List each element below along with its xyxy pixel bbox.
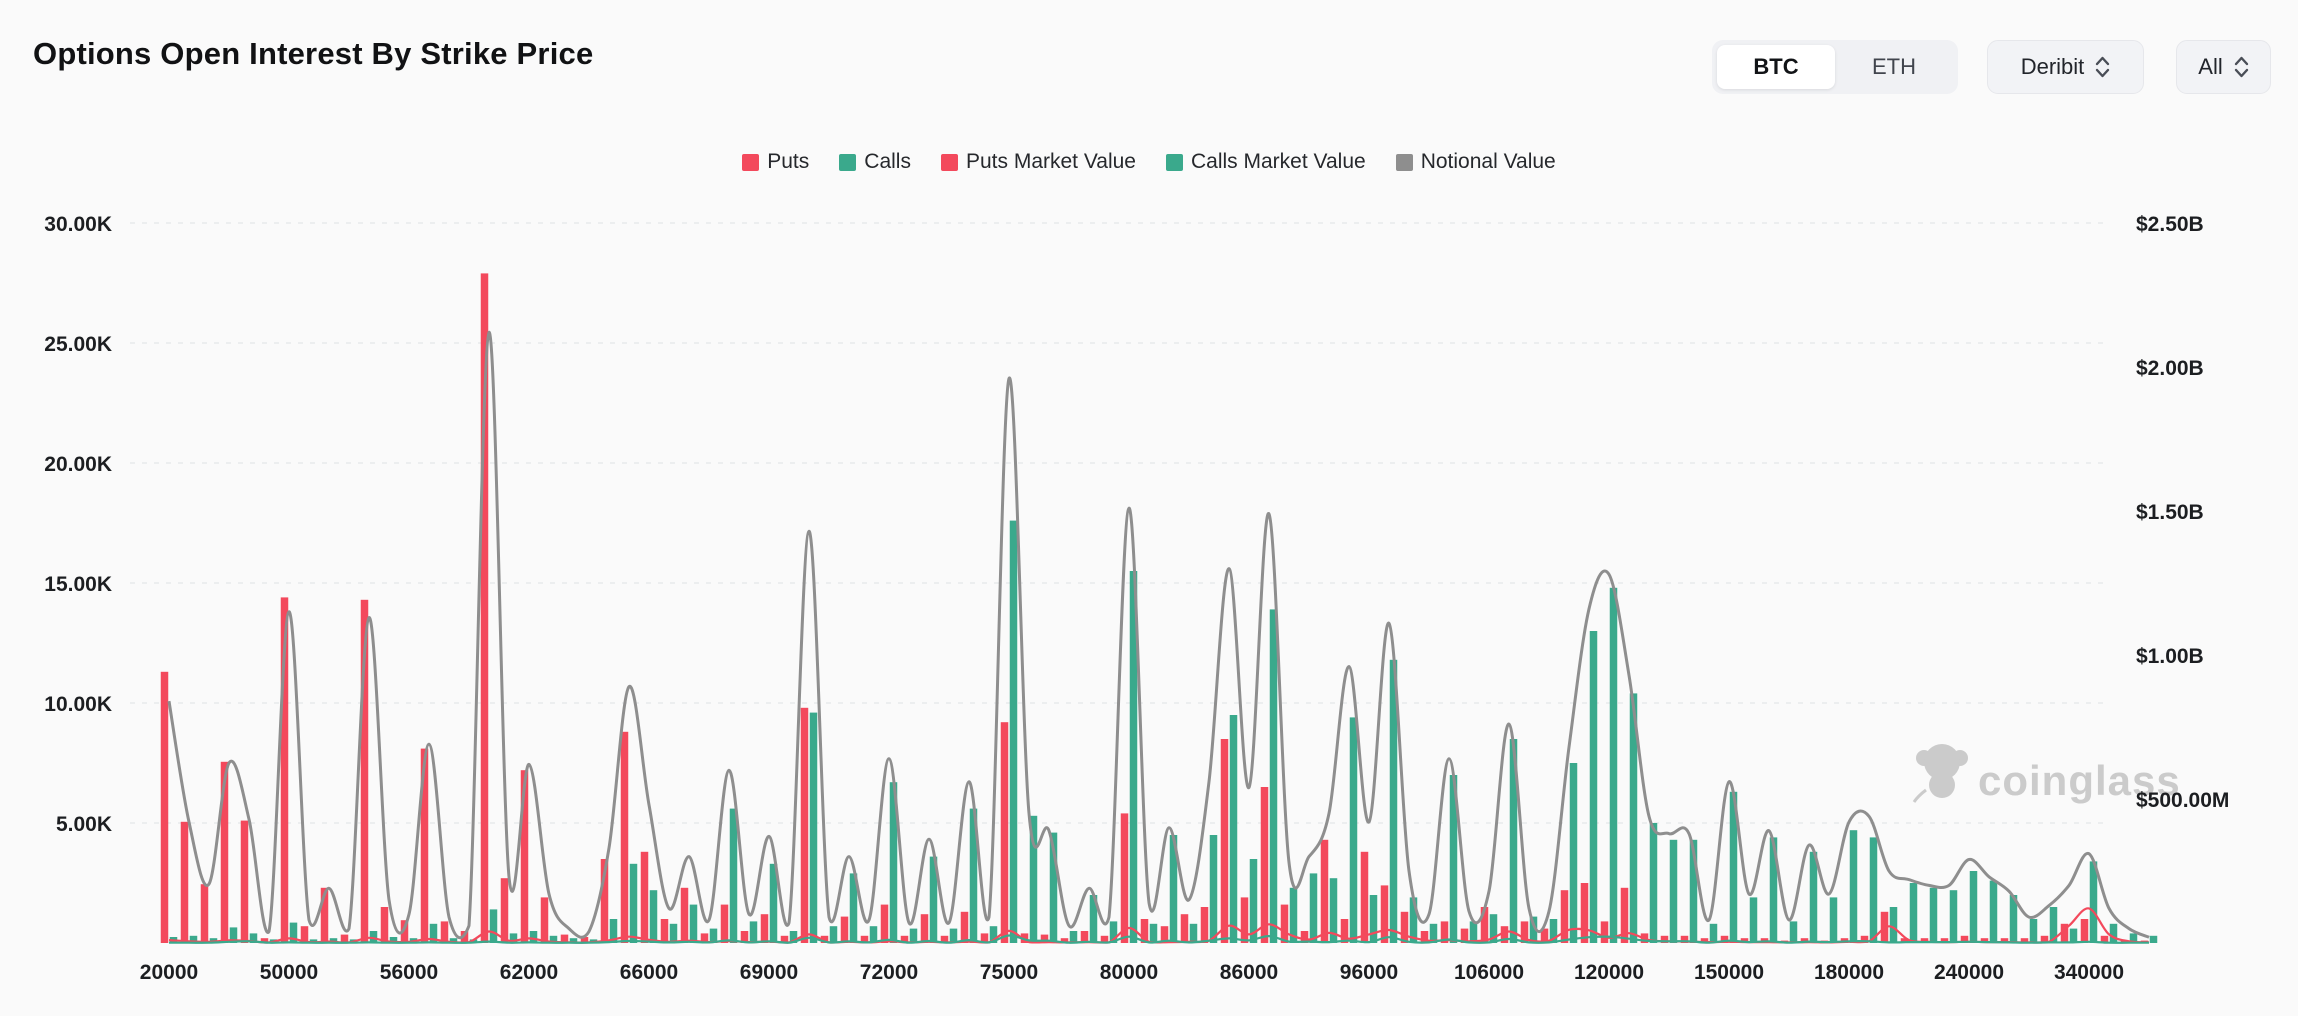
- svg-text:10.00K: 10.00K: [44, 693, 112, 716]
- svg-text:20.00K: 20.00K: [44, 453, 112, 476]
- legend-color-chip: [940, 153, 958, 171]
- chevron-up-down-icon: [2096, 56, 2110, 78]
- x-axis-labels: 20000 50000 56000 62000 66000 69000 72000 75000…: [140, 961, 2124, 984]
- asset-toggle-btc[interactable]: BTC: [1717, 45, 1835, 89]
- svg-text:86000: 86000: [1220, 961, 1278, 984]
- gridlines: [130, 222, 2106, 824]
- legend-color-chip: [742, 153, 760, 171]
- svg-text:75000: 75000: [980, 961, 1038, 984]
- svg-text:30.00K: 30.00K: [44, 213, 112, 236]
- watermark-text: coinglass: [1978, 757, 2181, 804]
- svg-text:$2.00B: $2.00B: [2136, 357, 2204, 380]
- svg-text:96000: 96000: [1340, 961, 1398, 984]
- expiry-select[interactable]: All: [2176, 40, 2271, 94]
- svg-text:$500.00M: $500.00M: [2136, 789, 2229, 812]
- legend-item-puts[interactable]: Puts: [742, 150, 809, 174]
- line-notional-value[interactable]: [167, 330, 2150, 940]
- svg-text:15.00K: 15.00K: [44, 573, 112, 596]
- expiry-select-value: All: [2198, 54, 2223, 79]
- legend-item-calls[interactable]: Calls: [839, 150, 911, 174]
- bars-calls[interactable]: [169, 520, 2158, 943]
- svg-text:$2.50B: $2.50B: [2136, 213, 2204, 236]
- svg-text:340000: 340000: [2054, 961, 2124, 984]
- svg-text:120000: 120000: [1574, 961, 1644, 984]
- svg-text:72000: 72000: [860, 961, 918, 984]
- svg-text:240000: 240000: [1934, 961, 2004, 984]
- svg-text:$1.00B: $1.00B: [2136, 645, 2204, 668]
- legend-color-chip: [1395, 153, 1413, 171]
- svg-text:106000: 106000: [1454, 961, 1524, 984]
- line-calls-market-value[interactable]: [168, 934, 2149, 944]
- asset-toggle: BTC ETH: [1712, 40, 1958, 94]
- legend-label: Puts Market Value: [965, 150, 1136, 173]
- legend-label: Puts: [767, 150, 810, 173]
- y-axis-right-labels: $2.50B $2.00B $1.50B $1.00B $500.00M: [2136, 213, 2229, 812]
- legend-label: Calls: [864, 150, 911, 173]
- exchange-select-value: Deribit: [2020, 54, 2085, 79]
- legend-label: Calls Market Value: [1191, 150, 1366, 173]
- coinglass-logo-icon: [1912, 744, 1968, 803]
- asset-toggle-eth[interactable]: ETH: [1835, 45, 1953, 89]
- coinglass-watermark: coinglass: [1912, 744, 2181, 804]
- svg-text:62000: 62000: [500, 961, 558, 984]
- legend-item-calls-market-value[interactable]: Calls Market Value: [1166, 150, 1366, 174]
- legend-item-notional-value[interactable]: Notional Value: [1395, 150, 1556, 174]
- legend-item-puts-market-value[interactable]: Puts Market Value: [940, 150, 1136, 174]
- svg-text:5.00K: 5.00K: [56, 813, 112, 836]
- svg-text:$1.50B: $1.50B: [2136, 501, 2204, 524]
- svg-text:66000: 66000: [620, 961, 678, 984]
- exchange-select[interactable]: Deribit: [1987, 40, 2144, 94]
- page-title: Options Open Interest By Strike Price: [33, 36, 594, 71]
- legend-color-chip: [839, 153, 857, 171]
- chevron-up-down-icon: [2234, 56, 2248, 78]
- svg-text:80000: 80000: [1100, 961, 1158, 984]
- svg-text:180000: 180000: [1814, 961, 1884, 984]
- svg-text:20000: 20000: [140, 961, 198, 984]
- chart-legend: Puts Calls Puts Market Value Calls Market V…: [0, 150, 2298, 174]
- svg-text:150000: 150000: [1694, 961, 1764, 984]
- svg-text:56000: 56000: [380, 961, 438, 984]
- legend-label: Notional Value: [1420, 150, 1556, 173]
- y-axis-left-labels: 30.00K 25.00K 20.00K 15.00K 10.00K 5.00K: [44, 213, 112, 836]
- svg-text:25.00K: 25.00K: [44, 333, 112, 356]
- bars-puts[interactable]: [160, 273, 2149, 943]
- legend-color-chip: [1166, 153, 1183, 171]
- svg-text:69000: 69000: [740, 961, 798, 984]
- svg-text:50000: 50000: [260, 961, 318, 984]
